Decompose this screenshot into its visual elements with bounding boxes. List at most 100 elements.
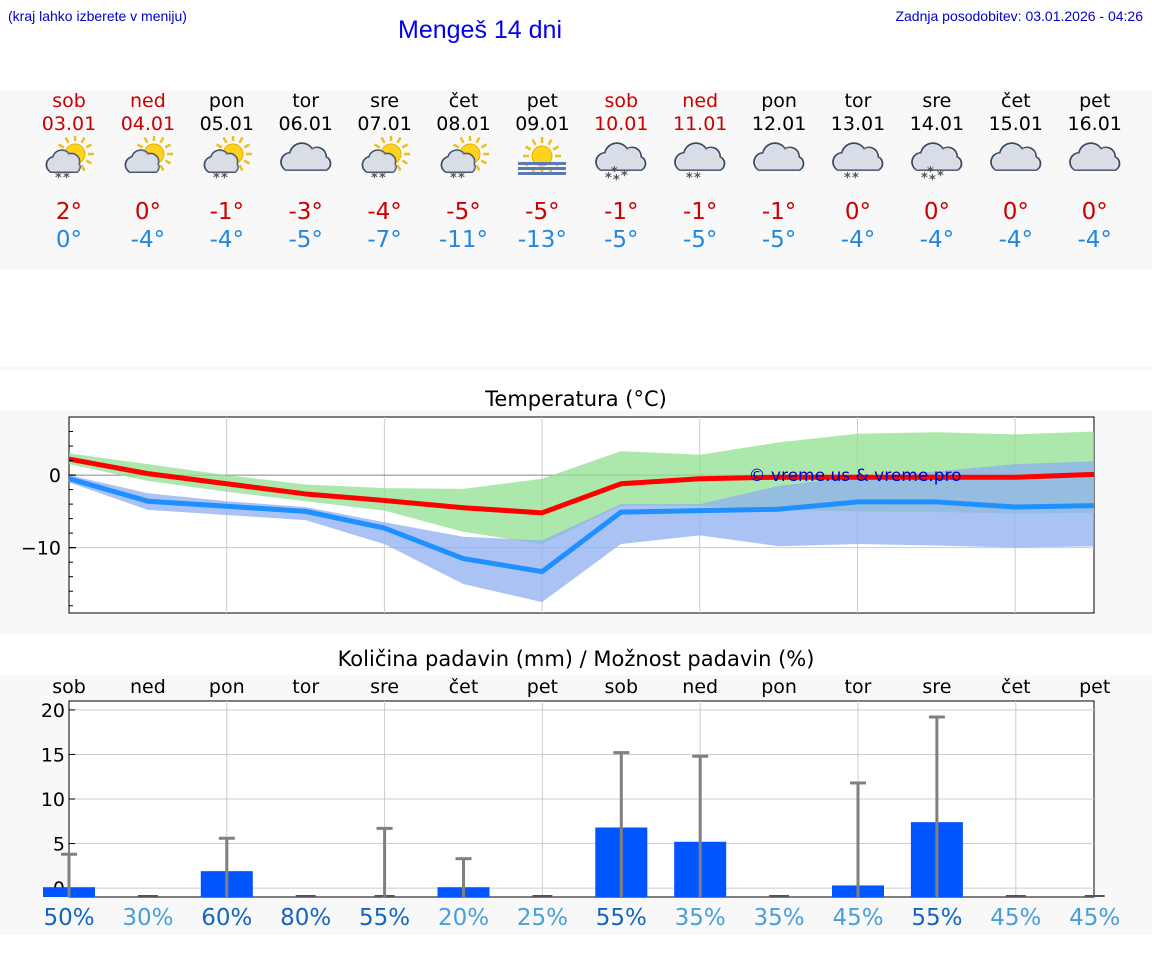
partly-sunny-snow-icon: * * (440, 136, 489, 186)
snow-icon: * * (371, 171, 386, 186)
day-name: pon (761, 90, 797, 112)
max-temperature: -1° (761, 199, 797, 225)
x-category-label: sob (605, 676, 639, 698)
day-name: ned (682, 90, 719, 112)
separator (0, 367, 1152, 371)
max-temperature: -5° (446, 199, 481, 225)
max-temperature: -1° (604, 199, 639, 225)
day-date: 14.01 (909, 113, 965, 135)
x-category-label: pet (527, 676, 558, 698)
cloud-icon (203, 149, 239, 173)
day-date: 05.01 (199, 113, 254, 135)
min-temperature-line (68, 476, 1095, 575)
partly-sunny-snow-icon: * * (361, 136, 410, 186)
min-temperature: -4° (998, 227, 1034, 253)
max-temperature-line (68, 456, 1095, 516)
max-temperature: -3° (288, 199, 323, 225)
page-title: Mengeš 14 dni (398, 16, 563, 44)
min-temperature: -5° (288, 227, 323, 253)
temperature-chart-title: Temperatura (°C) (485, 387, 667, 411)
x-category-label: tor (845, 676, 872, 698)
day-date: 06.01 (278, 113, 333, 135)
svg-text:*: * (55, 171, 62, 186)
snow-icon: * * (213, 171, 228, 186)
svg-text:*: * (852, 171, 859, 186)
day-date: 07.01 (357, 113, 412, 135)
x-category-label: sre (370, 676, 399, 698)
precipitation-probability: 55% (911, 905, 963, 931)
partly-sunny-snow-icon: * * (203, 136, 252, 186)
y-tick-label: 10 (41, 789, 65, 811)
day-name: pet (526, 90, 558, 112)
svg-text:*: * (921, 171, 928, 186)
max-temperature: 0° (1081, 199, 1108, 225)
cloud-icon (674, 142, 726, 171)
day-date: 10.01 (594, 113, 649, 135)
min-temperature: -4° (1077, 227, 1112, 253)
cloudy-icon (989, 142, 1042, 171)
precipitation-probability: 30% (122, 905, 174, 931)
day-date: 09.01 (515, 113, 570, 135)
precipitation-probability: 35% (674, 905, 726, 931)
svg-text:*: * (929, 173, 936, 188)
forecast-band (0, 90, 1152, 270)
sun-fog-icon (518, 137, 567, 175)
y-tick-label: 15 (41, 744, 65, 766)
max-temperature: 0° (844, 199, 872, 225)
location-hint: (kraj lahko izberete v meniju) (8, 8, 187, 24)
min-temperature: -4° (209, 227, 245, 253)
cloudy-snow-heavy-icon: * * ** (911, 142, 963, 188)
y-tick-label: 20 (41, 700, 65, 722)
max-temperature: -5° (525, 199, 560, 225)
svg-text:*: * (621, 169, 628, 184)
last-updated: Zadnja posodobitev: 03.01.2026 - 04:26 (895, 8, 1143, 24)
cloud-icon (279, 142, 332, 171)
svg-text:*: * (379, 171, 386, 186)
svg-text:*: * (927, 165, 934, 180)
cloudy-snow-icon: * * (674, 142, 726, 186)
precipitation-probability: 25% (516, 905, 568, 931)
cloud-icon (753, 142, 805, 171)
max-temperature: -1° (682, 199, 718, 225)
svg-text:*: * (458, 171, 465, 186)
max-temperature: -4° (367, 199, 402, 225)
svg-text:*: * (694, 171, 701, 186)
precipitation-probability: 55% (359, 905, 411, 931)
x-category-label: pon (761, 676, 797, 698)
day-date: 15.01 (988, 113, 1043, 135)
cloud-icon (124, 149, 160, 173)
svg-text:*: * (611, 165, 618, 180)
cloudy-icon (1068, 142, 1121, 171)
x-category-label: čet (449, 676, 479, 698)
day-name: ned (129, 90, 166, 112)
day-date: 13.01 (830, 113, 886, 135)
day-date: 08.01 (436, 113, 491, 135)
watermark: © vreme.us & vreme.pro (748, 466, 961, 486)
snow-icon: * * (450, 171, 465, 186)
cloudy-snow-icon: * * (832, 142, 884, 186)
day-name: tor (844, 90, 872, 112)
svg-text:*: * (605, 171, 612, 186)
precipitation-chart-title: Količina padavin (mm) / Možnost padavin … (337, 647, 815, 671)
max-temperature: 0° (1002, 199, 1029, 225)
x-category-label: ned (682, 676, 718, 698)
min-temperature: -13° (517, 227, 567, 253)
precipitation-probability: 55% (595, 905, 647, 931)
cloud-icon (989, 142, 1042, 171)
day-name: sob (604, 90, 639, 112)
day-date: 11.01 (672, 113, 728, 135)
fog-icon (518, 162, 567, 175)
svg-text:*: * (63, 171, 70, 186)
temperature-chart: 0 −10 © vreme.us & vreme.pro (21, 416, 1095, 614)
x-category-label: pon (209, 676, 245, 698)
svg-text:*: * (221, 171, 228, 186)
precipitation-probability: 80% (280, 905, 332, 931)
day-date: 12.01 (751, 113, 807, 135)
day-name: pet (1079, 90, 1111, 112)
svg-text:*: * (937, 169, 944, 184)
day-date: 04.01 (120, 113, 176, 135)
min-temperature: -7° (367, 227, 402, 253)
cloud-icon (1068, 142, 1121, 171)
cloud-icon (832, 142, 884, 171)
snow-icon: * * ** (605, 165, 628, 188)
